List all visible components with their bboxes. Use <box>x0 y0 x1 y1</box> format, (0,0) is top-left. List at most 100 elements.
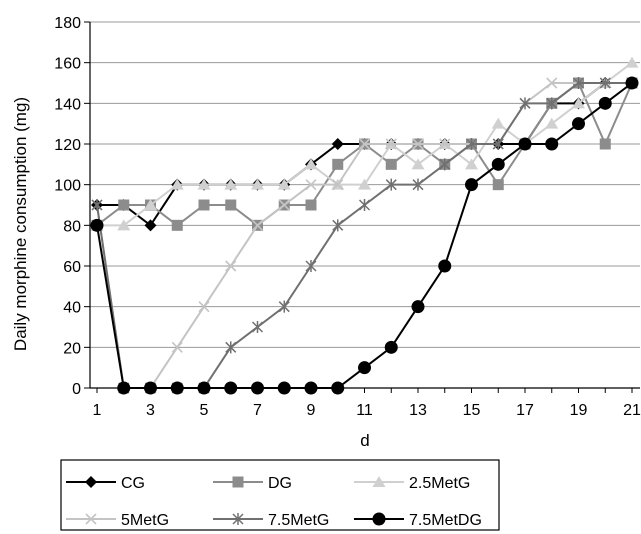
data-point-DG <box>599 138 611 150</box>
data-point-DG <box>332 158 344 170</box>
data-point-7.5MetDG <box>545 137 559 151</box>
legend-marker-2.5MetG <box>372 476 386 487</box>
data-point-7.5MetG <box>91 199 103 211</box>
data-point-7.5MetDG <box>598 96 612 110</box>
data-point-7.5MetDG <box>277 381 291 395</box>
legend-box <box>60 459 500 531</box>
data-point-7.5MetG <box>572 77 585 89</box>
data-point-2.5MetG <box>625 56 639 68</box>
data-point-7.5MetDG <box>144 381 157 395</box>
series-line-7.5MetDG <box>96 82 633 389</box>
x-tick-label: 15 <box>463 402 481 419</box>
data-point-DG <box>171 219 183 231</box>
series-line-7.5MetG <box>96 82 632 389</box>
x-tick-label: 17 <box>516 402 534 419</box>
legend-item-7.5MetDG: 7.5MetDG <box>354 512 482 529</box>
legend-marker-7.5MetDG <box>372 512 386 526</box>
y-tick-label: 140 <box>54 96 81 113</box>
legend-item-5MetG: 5MetG <box>66 512 169 529</box>
data-point-5MetG <box>412 138 424 150</box>
legend-label: 2.5MetG <box>409 475 470 492</box>
data-point-DG <box>385 158 397 170</box>
data-point-2.5MetG <box>545 117 559 129</box>
y-tick-label: 60 <box>63 259 81 276</box>
data-point-2.5MetG <box>304 158 318 170</box>
data-point-5MetG <box>332 179 344 191</box>
data-point-7.5MetDG <box>625 76 639 90</box>
legend-label: 5MetG <box>121 512 169 529</box>
data-point-2.5MetG <box>277 178 291 190</box>
series-7.5MetDG <box>90 76 639 395</box>
data-point-5MetG <box>358 138 371 150</box>
series-line-5MetG <box>96 82 632 389</box>
y-axis-label: Daily morphine consumption (mg) <box>11 97 30 351</box>
data-point-2.5MetG <box>117 219 131 231</box>
y-tick-label: 100 <box>54 178 81 195</box>
legend-label: 7.5MetDG <box>409 512 482 529</box>
data-point-7.5MetG <box>492 138 504 150</box>
legend-label: DG <box>268 475 292 492</box>
data-point-7.5MetG <box>385 178 397 191</box>
series-2.5MetG <box>90 56 639 231</box>
data-point-5MetG <box>171 341 183 353</box>
data-point-7.5MetG <box>519 97 531 110</box>
data-point-7.5MetDG <box>491 157 505 171</box>
x-axis-label: d <box>360 431 369 450</box>
y-tick-label: 40 <box>63 300 81 317</box>
y-tick-label: 20 <box>63 340 81 357</box>
legend: CG DG 2.5MetG 5MetG 7.5MetG 7.5MetDG <box>60 459 500 531</box>
data-point-7.5MetDG <box>331 381 345 395</box>
x-tick-label: 21 <box>623 402 641 419</box>
data-point-CG <box>144 219 157 232</box>
data-point-7.5MetDG <box>170 381 184 395</box>
x-tick-label: 9 <box>307 402 316 419</box>
data-point-2.5MetG <box>465 158 478 170</box>
data-point-2.5MetG <box>491 117 505 129</box>
data-point-7.5MetDG <box>438 259 452 273</box>
legend-label: 7.5MetG <box>268 512 329 529</box>
data-point-2.5MetG <box>411 158 425 170</box>
data-point-2.5MetG <box>224 178 238 190</box>
legend-item-7.5MetG: 7.5MetG <box>213 512 329 529</box>
x-tick-label: 5 <box>200 402 209 419</box>
data-point-7.5MetG <box>465 138 478 150</box>
data-point-7.5MetG <box>332 219 344 232</box>
y-tick-label: 0 <box>72 381 81 398</box>
data-point-7.5MetG <box>546 97 558 110</box>
data-point-DG <box>305 199 317 211</box>
x-tick-label: 1 <box>93 402 102 419</box>
data-point-7.5MetDG <box>304 381 318 395</box>
data-point-2.5MetG <box>251 178 264 190</box>
legend-label: CG <box>121 475 145 492</box>
data-point-7.5MetDG <box>251 381 264 395</box>
x-tick-label: 13 <box>409 402 427 419</box>
data-point-CG <box>331 138 344 150</box>
data-point-7.5MetDG <box>358 361 371 375</box>
data-point-5MetG <box>198 301 210 313</box>
data-point-7.5MetG <box>305 260 317 272</box>
data-point-2.5MetG <box>572 97 585 109</box>
data-point-7.5MetDG <box>224 381 238 395</box>
data-point-7.5MetG <box>412 178 424 191</box>
y-tick-labels: 0 20 40 60 80 100 120 140 160 180 <box>54 15 90 398</box>
data-point-7.5MetDG <box>572 117 585 131</box>
y-tick-label: 160 <box>54 56 81 73</box>
data-point-DG <box>118 199 130 211</box>
legend-item-DG: DG <box>213 475 292 492</box>
data-point-5MetG <box>278 199 290 211</box>
data-point-DG <box>225 199 237 211</box>
legend-marker-DG <box>232 476 244 488</box>
legend-marker-CG <box>85 476 97 488</box>
data-point-7.5MetG <box>599 77 611 89</box>
series-group <box>90 56 639 395</box>
data-point-7.5MetDG <box>117 381 131 395</box>
x-tick-label: 19 <box>570 402 588 419</box>
data-point-7.5MetG <box>251 321 264 333</box>
data-point-7.5MetG <box>278 300 290 313</box>
data-point-DG <box>492 179 504 191</box>
x-tick-label: 11 <box>356 402 373 419</box>
data-point-7.5MetDG <box>411 300 425 314</box>
data-point-5MetG <box>439 138 451 150</box>
data-point-7.5MetDG <box>384 340 398 354</box>
data-point-2.5MetG <box>170 178 184 190</box>
